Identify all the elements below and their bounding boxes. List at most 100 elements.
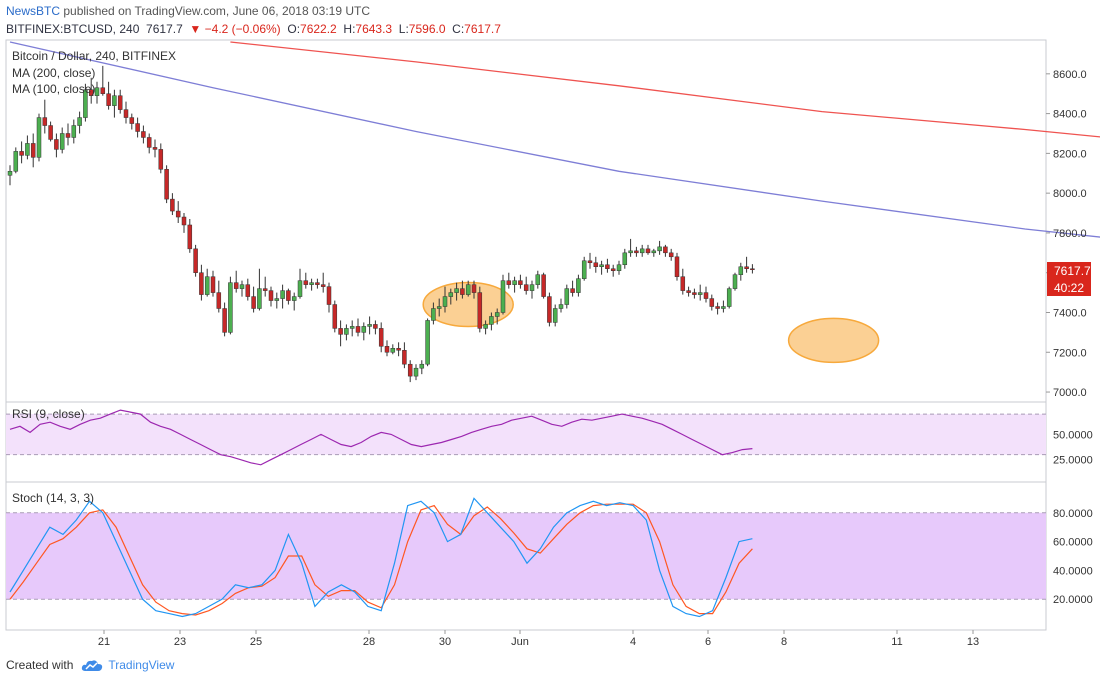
ma100-legend: MA (100, close) [12, 82, 95, 96]
candle [141, 131, 146, 138]
ma100-line [9, 41, 1100, 238]
candle [576, 278, 581, 293]
candle [291, 296, 297, 301]
candle [268, 290, 274, 301]
candle [668, 252, 674, 258]
candle [309, 282, 314, 285]
publisher-name[interactable]: NewsBTC [6, 4, 61, 18]
rsi-tick-label: 25.0000 [1053, 455, 1093, 467]
candle [419, 363, 425, 369]
candle [77, 117, 82, 126]
stoch-tick-label: 60.0000 [1053, 537, 1093, 549]
stoch-band [6, 512, 1046, 600]
time-tick-label: 8 [781, 636, 787, 648]
created-with-label: Created with [6, 658, 74, 672]
candle [547, 296, 552, 323]
candle [709, 298, 715, 307]
price-tick-label: 8400.0 [1053, 109, 1087, 121]
price-pane[interactable] [5, 39, 1047, 403]
candle [680, 276, 686, 291]
candle [315, 282, 320, 285]
countdown-badge-text: 40:22 [1054, 281, 1084, 295]
candle [541, 274, 546, 297]
open-value: 7622.2 [300, 22, 337, 36]
last-price-badge-text: 7617.7 [1054, 264, 1091, 278]
candle [332, 304, 338, 329]
candle [494, 312, 500, 317]
low-value: 7596.0 [408, 22, 446, 36]
candle [483, 324, 488, 329]
candle [703, 292, 709, 299]
candle [506, 280, 512, 285]
candle [129, 117, 135, 124]
candle [721, 306, 726, 309]
candle [158, 149, 164, 170]
candle [610, 268, 616, 271]
highlight-zone [787, 317, 880, 364]
candle [286, 290, 291, 301]
candle [326, 286, 332, 305]
time-tick-label: 25 [250, 636, 262, 648]
candle [564, 288, 570, 305]
candle [367, 324, 372, 327]
candle [454, 288, 459, 293]
candle [471, 284, 477, 293]
candle [425, 320, 430, 365]
candle [622, 252, 628, 266]
candle [59, 133, 65, 150]
candle [378, 328, 384, 347]
candle [71, 125, 77, 138]
candle [100, 87, 106, 94]
candle [152, 147, 158, 150]
candle [233, 282, 239, 289]
ohlc-line: BITFINEX:BTCUSD, 240 7617.7 ▼ −4.2 (−0.0… [6, 22, 501, 36]
candle [512, 280, 517, 285]
candle [193, 248, 198, 273]
candle [384, 346, 390, 353]
high-label: H: [343, 22, 356, 36]
candle [605, 264, 610, 269]
candle [639, 248, 645, 254]
candle [732, 274, 738, 289]
time-tick-label: Jun [511, 636, 529, 648]
candle [117, 95, 123, 110]
candle [407, 363, 413, 377]
candle [373, 324, 378, 329]
time-tick-label: 4 [630, 636, 636, 648]
low-label: L: [398, 22, 409, 36]
candle [686, 290, 691, 293]
candle [645, 248, 651, 254]
footer: Created with TradingView [6, 658, 174, 672]
candle [135, 123, 140, 132]
price-tick-label: 7400.0 [1053, 307, 1087, 319]
candle [170, 198, 175, 212]
candle [106, 93, 111, 106]
candle [523, 284, 529, 291]
rsi-band [6, 414, 1046, 455]
candle [465, 284, 471, 295]
candle [396, 348, 401, 351]
candle [634, 250, 639, 254]
candle [245, 284, 251, 297]
candle [164, 169, 169, 200]
candle [570, 288, 575, 293]
candle [599, 264, 604, 267]
tradingview-brand[interactable]: TradingView [108, 658, 175, 672]
candle [7, 171, 13, 176]
candle [94, 87, 100, 96]
price-tick-label: 8000.0 [1053, 188, 1087, 200]
candle [477, 292, 483, 329]
time-tick-label: 23 [174, 636, 186, 648]
symbol-label: BITFINEX:BTCUSD, 240 [6, 22, 140, 36]
time-tick-label: 11 [891, 636, 902, 648]
time-tick-label: 6 [705, 636, 711, 648]
close-value: 7617.7 [464, 22, 501, 36]
candle [199, 272, 204, 295]
time-tick-label: 13 [967, 636, 979, 648]
candle [651, 250, 657, 254]
rsi-legend: RSI (9, close) [12, 407, 85, 421]
candle [274, 298, 280, 301]
candle [280, 290, 285, 299]
rsi-tick-label: 50.0000 [1053, 429, 1093, 441]
